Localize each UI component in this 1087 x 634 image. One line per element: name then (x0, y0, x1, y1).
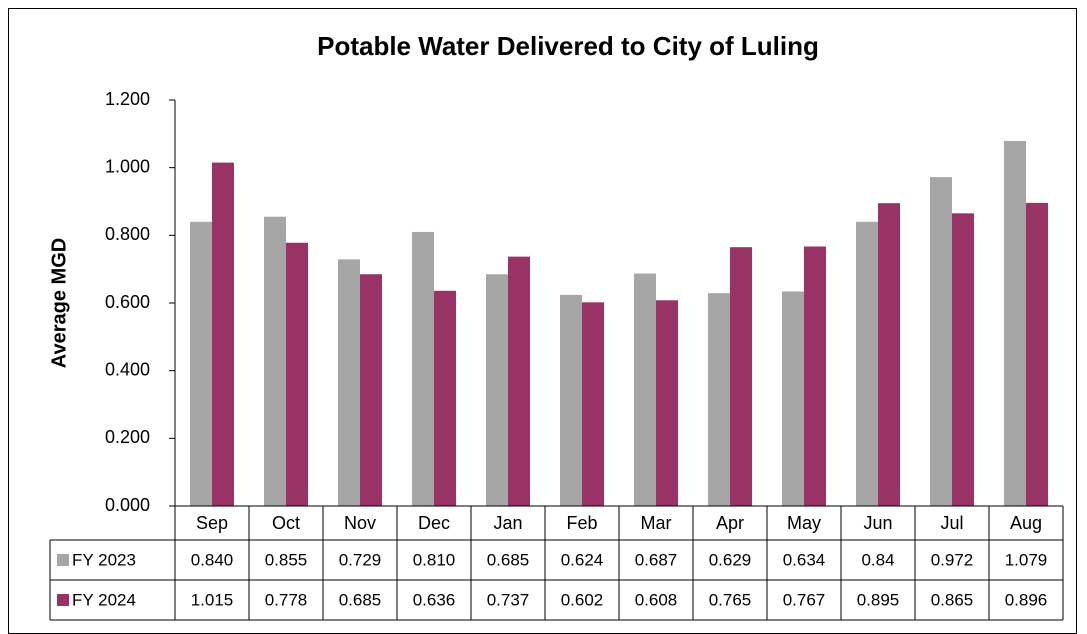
table-value: 0.687 (635, 550, 678, 569)
x-tick-label: Jul (940, 513, 963, 533)
bar (582, 302, 604, 506)
x-tick-label: Apr (716, 513, 744, 533)
y-tick-label: 0.000 (105, 495, 150, 515)
x-tick-label: Aug (1010, 513, 1042, 533)
bar (264, 216, 286, 506)
x-tick-label: Jun (863, 513, 892, 533)
table-value: 0.634 (783, 550, 826, 569)
table-value: 0.729 (339, 550, 382, 569)
table-value: 0.602 (561, 590, 604, 609)
x-tick-label: Sep (196, 513, 228, 533)
bar (878, 203, 900, 507)
y-tick-label: 0.200 (105, 427, 150, 447)
bar (434, 290, 456, 506)
bar (634, 273, 656, 506)
table-value: 0.629 (709, 550, 752, 569)
x-tick-label: Oct (272, 513, 300, 533)
y-tick-label: 0.400 (105, 359, 150, 379)
table-value: 0.737 (487, 590, 530, 609)
table-value: 0.778 (265, 590, 308, 609)
table-value: 0.896 (1005, 590, 1048, 609)
bar (286, 242, 308, 506)
legend-label: FY 2023 (72, 550, 136, 569)
bar (338, 259, 360, 506)
bar (1026, 202, 1048, 506)
table-value: 0.608 (635, 590, 678, 609)
bar (804, 246, 826, 506)
y-axis-label: Average MGD (48, 238, 70, 368)
y-tick-label: 0.800 (105, 224, 150, 244)
x-tick-label: Feb (566, 513, 597, 533)
bar (730, 247, 752, 507)
table-value: 0.767 (783, 590, 826, 609)
table-value: 0.865 (931, 590, 974, 609)
bar (708, 293, 730, 506)
table-value: 0.685 (339, 590, 382, 609)
y-tick-label: 0.600 (105, 292, 150, 312)
table-value: 0.636 (413, 590, 456, 609)
legend-label: FY 2024 (72, 590, 136, 609)
bar (782, 291, 804, 506)
x-tick-label: Nov (344, 513, 376, 533)
bar (360, 274, 382, 506)
table-value: 0.840 (191, 550, 234, 569)
bar (656, 300, 678, 506)
table-value: 0.810 (413, 550, 456, 569)
table-value: 0.84 (861, 550, 894, 569)
bar (856, 221, 878, 507)
bar (930, 177, 952, 506)
bar (212, 162, 234, 506)
table-value: 0.765 (709, 590, 752, 609)
table-value: 1.015 (191, 590, 234, 609)
chart-title: Potable Water Delivered to City of Lulin… (317, 31, 819, 61)
bar (560, 294, 582, 506)
table-value: 0.624 (561, 550, 604, 569)
bar (508, 256, 530, 506)
bar (190, 221, 212, 507)
x-tick-label: Dec (418, 513, 450, 533)
x-tick-label: May (787, 513, 821, 533)
x-tick-label: Jan (493, 513, 522, 533)
bar (952, 213, 974, 506)
y-tick-label: 1.000 (105, 156, 150, 176)
bar (412, 231, 434, 506)
y-tick-label: 1.200 (105, 89, 150, 109)
table-value: 0.855 (265, 550, 308, 569)
x-tick-label: Mar (641, 513, 672, 533)
table-value: 0.685 (487, 550, 530, 569)
legend-key (57, 594, 69, 606)
table-value: 0.895 (857, 590, 900, 609)
legend-key (57, 554, 69, 566)
table-value: 1.079 (1005, 550, 1048, 569)
bar (486, 274, 508, 506)
table-value: 0.972 (931, 550, 974, 569)
bar (1004, 140, 1026, 506)
